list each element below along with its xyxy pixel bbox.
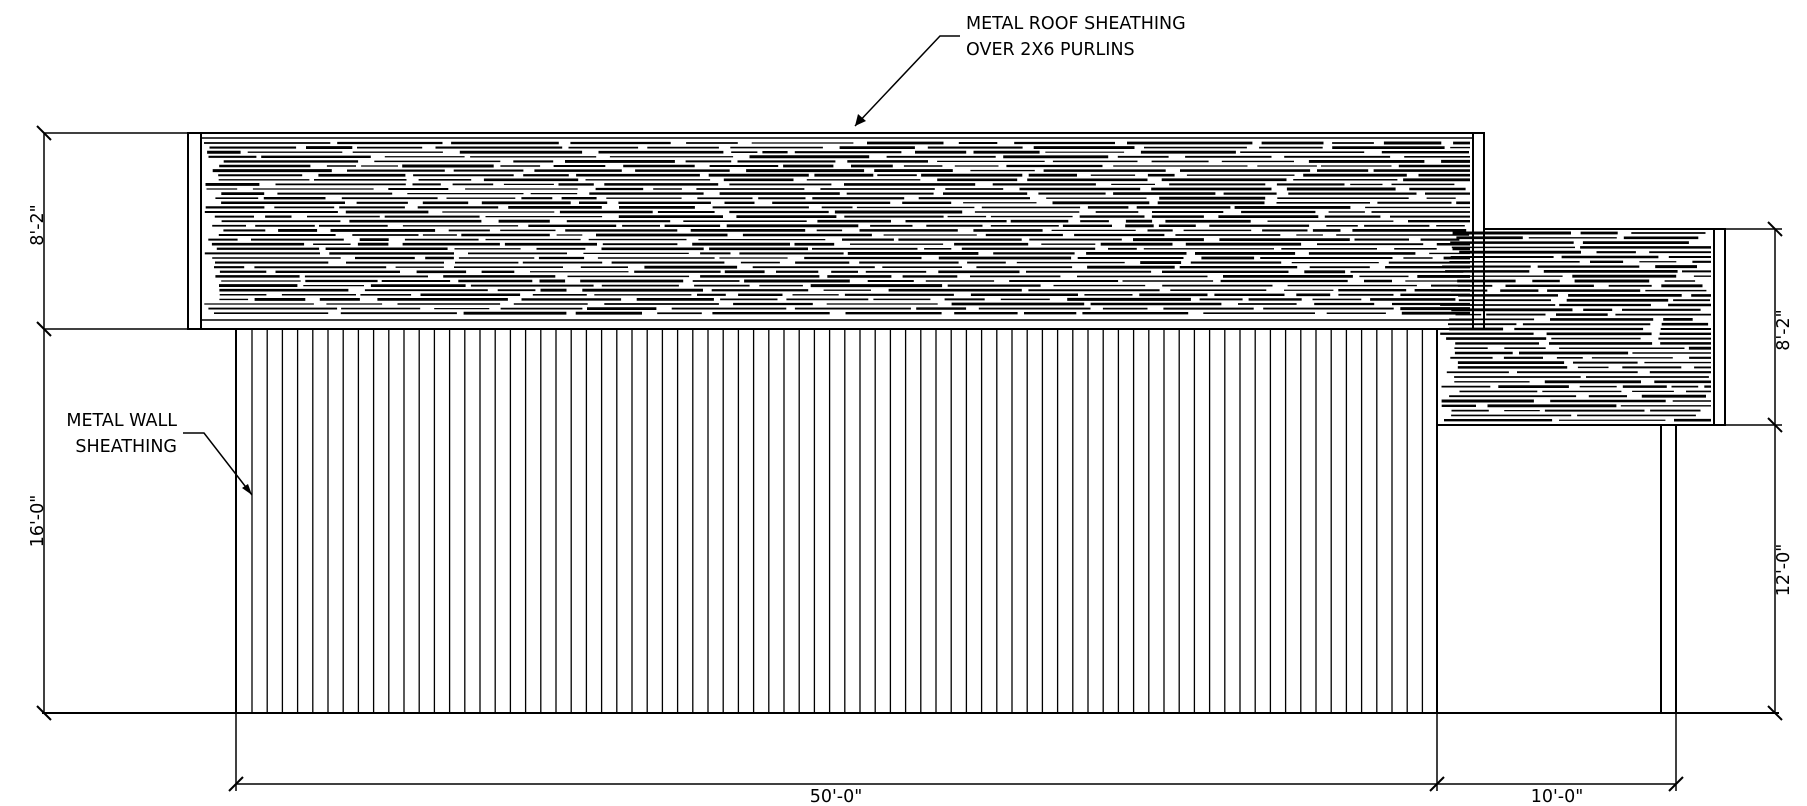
annex-length-dimension: 10'-0" <box>1531 787 1584 806</box>
annex-wall <box>1660 425 1677 713</box>
wall-sheathing-callout: METAL WALL SHEATHING <box>66 411 253 496</box>
bottom-dimension-chain: 50'-0" 10'-0" <box>228 713 1684 806</box>
wall-callout-line2: SHEATHING <box>75 437 177 457</box>
main-wall-height-dimension: 16'-0" <box>28 495 48 548</box>
annex-roof <box>1436 228 1726 426</box>
main-roof-height-dimension: 8'-2" <box>28 204 48 245</box>
roof-sheathing-callout: METAL ROOF SHEATHING OVER 2X6 PURLINS <box>854 14 1186 127</box>
main-wall-sheathing-hatch <box>251 329 1424 713</box>
annex-wall-height-dimension: 12'-0" <box>1774 544 1794 597</box>
main-roof-sheathing-hatch <box>204 141 1470 315</box>
annex-roof-sheathing-hatch <box>1440 231 1711 422</box>
roof-callout-line1: METAL ROOF SHEATHING <box>966 14 1186 34</box>
roof-callout-line2: OVER 2X6 PURLINS <box>966 40 1135 60</box>
left-dimension-chain: 8'-2" 16'-0" <box>28 125 236 721</box>
main-roof <box>187 132 1485 330</box>
wall-callout-line1: METAL WALL <box>66 411 177 431</box>
main-wall <box>235 329 1438 713</box>
main-length-dimension: 50'-0" <box>810 787 863 806</box>
annex-roof-height-dimension: 8'-2" <box>1774 309 1794 350</box>
right-dimension-chain: 8'-2" 12'-0" <box>1725 221 1794 721</box>
